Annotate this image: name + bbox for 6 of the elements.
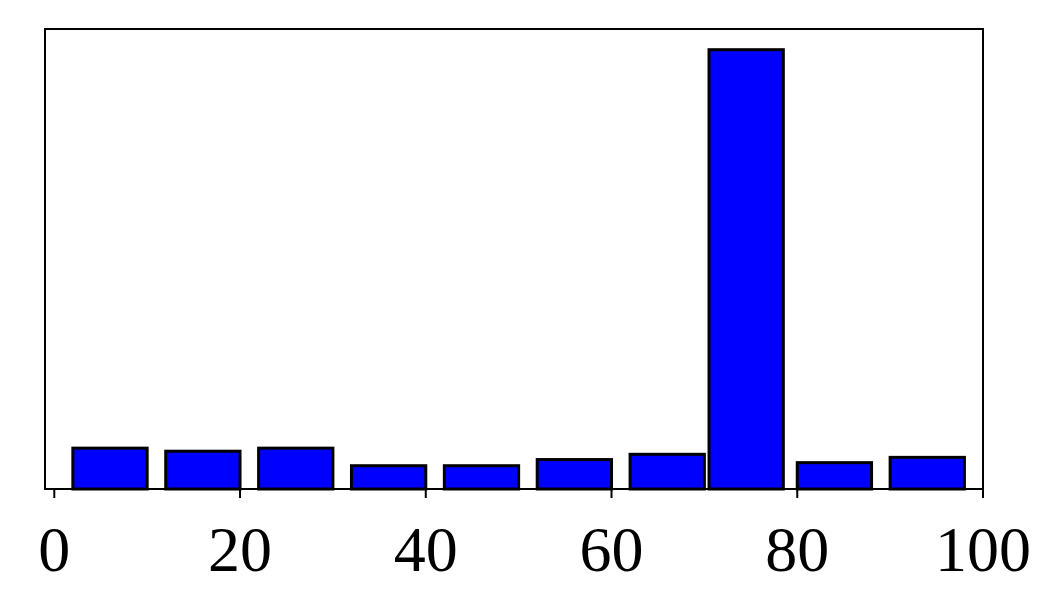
x-tick-label: 60 (579, 514, 644, 585)
x-tick-label: 40 (393, 514, 458, 585)
x-tick-label: 80 (765, 514, 830, 585)
x-tick-label: 0 (38, 514, 71, 585)
x-tick-label: 100 (935, 514, 1031, 585)
x-tick-label: 20 (208, 514, 273, 585)
